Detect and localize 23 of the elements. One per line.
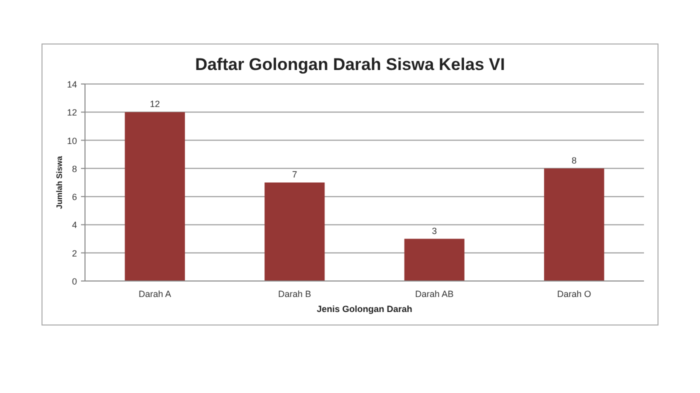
x-tick-label: Darah B — [278, 289, 312, 299]
y-tick-label: 4 — [72, 220, 77, 230]
x-tick-label: Darah AB — [415, 289, 454, 299]
bar — [544, 168, 604, 281]
x-axis-title: Jenis Golongan Darah — [316, 304, 412, 314]
y-tick-label: 14 — [66, 80, 77, 90]
chart-title: Daftar Golongan Darah Siswa Kelas VI — [195, 55, 505, 74]
y-tick-label: 2 — [72, 248, 77, 258]
x-tick-label: Darah A — [138, 289, 172, 299]
data-label: 8 — [572, 155, 577, 166]
y-tick-label: 6 — [72, 192, 77, 202]
data-label: 12 — [150, 99, 160, 110]
x-tick-label: Darah O — [557, 289, 592, 299]
y-tick-label: 0 — [72, 276, 77, 286]
y-tick-label: 8 — [72, 164, 77, 174]
bar — [404, 238, 464, 281]
y-tick-label: 10 — [66, 136, 77, 146]
y-tick-label: 12 — [66, 108, 77, 118]
y-axis-title: Jumlah Siswa — [55, 156, 64, 209]
data-label: 7 — [292, 170, 298, 180]
bar — [124, 112, 185, 281]
data-label: 3 — [432, 226, 437, 236]
bar — [264, 182, 325, 281]
